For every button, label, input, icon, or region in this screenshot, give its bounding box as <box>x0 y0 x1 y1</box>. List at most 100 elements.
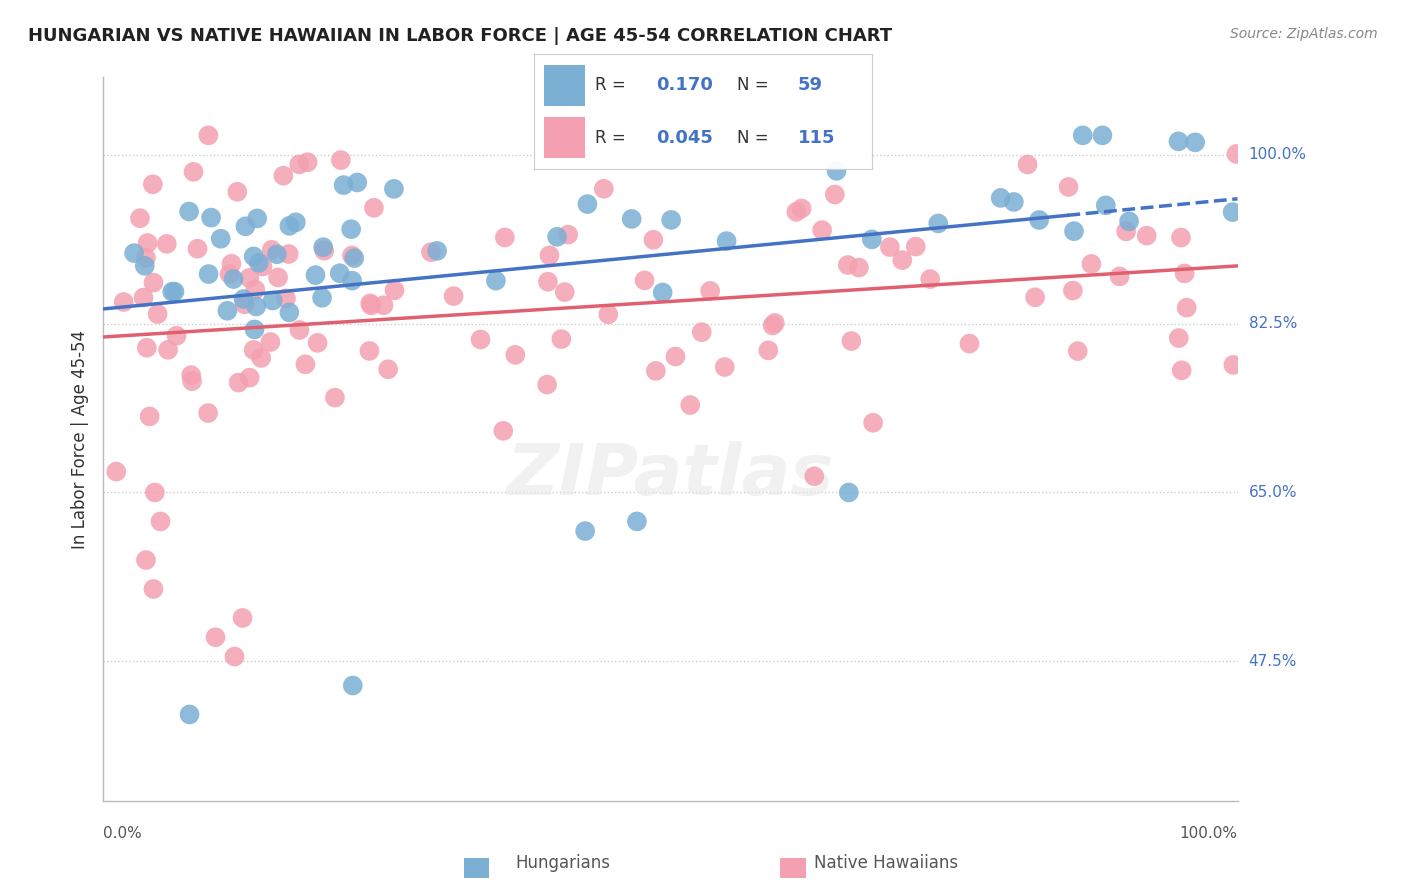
Hungarians <box>659 213 682 227</box>
Native Hawaiians <box>643 233 665 247</box>
Hungarians <box>278 305 301 319</box>
Hungarians <box>217 303 239 318</box>
Native Hawaiians <box>633 273 655 287</box>
Hungarians <box>838 485 860 500</box>
Native Hawaiians <box>359 343 381 358</box>
Native Hawaiians <box>142 582 165 596</box>
Hungarians <box>340 274 363 288</box>
Native Hawaiians <box>762 318 785 333</box>
Native Hawaiians <box>538 248 561 262</box>
Native Hawaiians <box>557 227 579 242</box>
Text: 59: 59 <box>797 77 823 95</box>
Text: ZIPatlas: ZIPatlas <box>506 441 834 510</box>
Hungarians <box>246 211 269 226</box>
Hungarians <box>312 240 335 254</box>
Hungarians <box>1118 214 1140 228</box>
Native Hawaiians <box>713 359 735 374</box>
Native Hawaiians <box>224 649 246 664</box>
Native Hawaiians <box>841 334 863 348</box>
Native Hawaiians <box>503 348 526 362</box>
Native Hawaiians <box>314 244 336 258</box>
Native Hawaiians <box>790 202 813 216</box>
Hungarians <box>546 229 568 244</box>
Text: Native Hawaiians: Native Hawaiians <box>814 855 957 872</box>
Hungarians <box>200 211 222 225</box>
Native Hawaiians <box>156 236 179 251</box>
Native Hawaiians <box>664 350 686 364</box>
Y-axis label: In Labor Force | Age 45-54: In Labor Force | Age 45-54 <box>72 330 89 549</box>
Native Hawaiians <box>494 230 516 244</box>
Native Hawaiians <box>112 295 135 310</box>
Native Hawaiians <box>142 178 165 192</box>
Native Hawaiians <box>443 289 465 303</box>
Text: HUNGARIAN VS NATIVE HAWAIIAN IN LABOR FORCE | AGE 45-54 CORRELATION CHART: HUNGARIAN VS NATIVE HAWAIIAN IN LABOR FO… <box>28 27 893 45</box>
Hungarians <box>990 191 1012 205</box>
Native Hawaiians <box>245 283 267 297</box>
FancyBboxPatch shape <box>544 65 585 106</box>
Hungarians <box>134 259 156 273</box>
Native Hawaiians <box>377 362 399 376</box>
Text: 82.5%: 82.5% <box>1249 316 1296 331</box>
Native Hawaiians <box>138 409 160 424</box>
Native Hawaiians <box>105 465 128 479</box>
Hungarians <box>222 272 245 286</box>
Hungarians <box>278 219 301 233</box>
Hungarians <box>927 217 949 231</box>
Native Hawaiians <box>135 553 157 567</box>
Native Hawaiians <box>157 343 180 357</box>
Hungarians <box>1063 224 1085 238</box>
Hungarians <box>266 247 288 261</box>
Hungarians <box>235 219 257 234</box>
Native Hawaiians <box>277 247 299 261</box>
Native Hawaiians <box>233 297 256 311</box>
Native Hawaiians <box>679 398 702 412</box>
Native Hawaiians <box>329 153 352 167</box>
Native Hawaiians <box>186 242 208 256</box>
Text: R =: R = <box>595 77 631 95</box>
Native Hawaiians <box>183 165 205 179</box>
Hungarians <box>284 215 307 229</box>
Hungarians <box>574 524 596 538</box>
Native Hawaiians <box>340 248 363 262</box>
Hungarians <box>860 232 883 246</box>
Native Hawaiians <box>360 298 382 312</box>
Text: 100.0%: 100.0% <box>1249 147 1306 162</box>
Native Hawaiians <box>1115 224 1137 238</box>
Hungarians <box>197 267 219 281</box>
Text: N =: N = <box>737 77 773 95</box>
Native Hawaiians <box>598 307 620 321</box>
Hungarians <box>329 266 352 280</box>
Native Hawaiians <box>1024 290 1046 304</box>
Native Hawaiians <box>536 377 558 392</box>
Native Hawaiians <box>135 251 157 265</box>
Native Hawaiians <box>699 284 721 298</box>
Hungarians <box>1184 136 1206 150</box>
Hungarians <box>1091 128 1114 143</box>
Native Hawaiians <box>1170 363 1192 377</box>
Hungarians <box>343 251 366 265</box>
Native Hawaiians <box>592 182 614 196</box>
Hungarians <box>825 164 848 178</box>
Native Hawaiians <box>1174 267 1197 281</box>
Hungarians <box>576 197 599 211</box>
Native Hawaiians <box>149 515 172 529</box>
Native Hawaiians <box>1222 358 1244 372</box>
Native Hawaiians <box>267 270 290 285</box>
Native Hawaiians <box>307 335 329 350</box>
Native Hawaiians <box>879 240 901 254</box>
Hungarians <box>346 176 368 190</box>
Native Hawaiians <box>129 211 152 226</box>
Native Hawaiians <box>294 357 316 371</box>
Native Hawaiians <box>323 391 346 405</box>
Native Hawaiians <box>143 485 166 500</box>
Native Hawaiians <box>204 630 226 644</box>
Native Hawaiians <box>260 243 283 257</box>
Native Hawaiians <box>1136 228 1159 243</box>
Native Hawaiians <box>756 343 779 358</box>
Native Hawaiians <box>373 298 395 312</box>
Hungarians <box>232 292 254 306</box>
Hungarians <box>262 293 284 308</box>
Hungarians <box>382 182 405 196</box>
Native Hawaiians <box>824 187 846 202</box>
Hungarians <box>651 285 673 300</box>
